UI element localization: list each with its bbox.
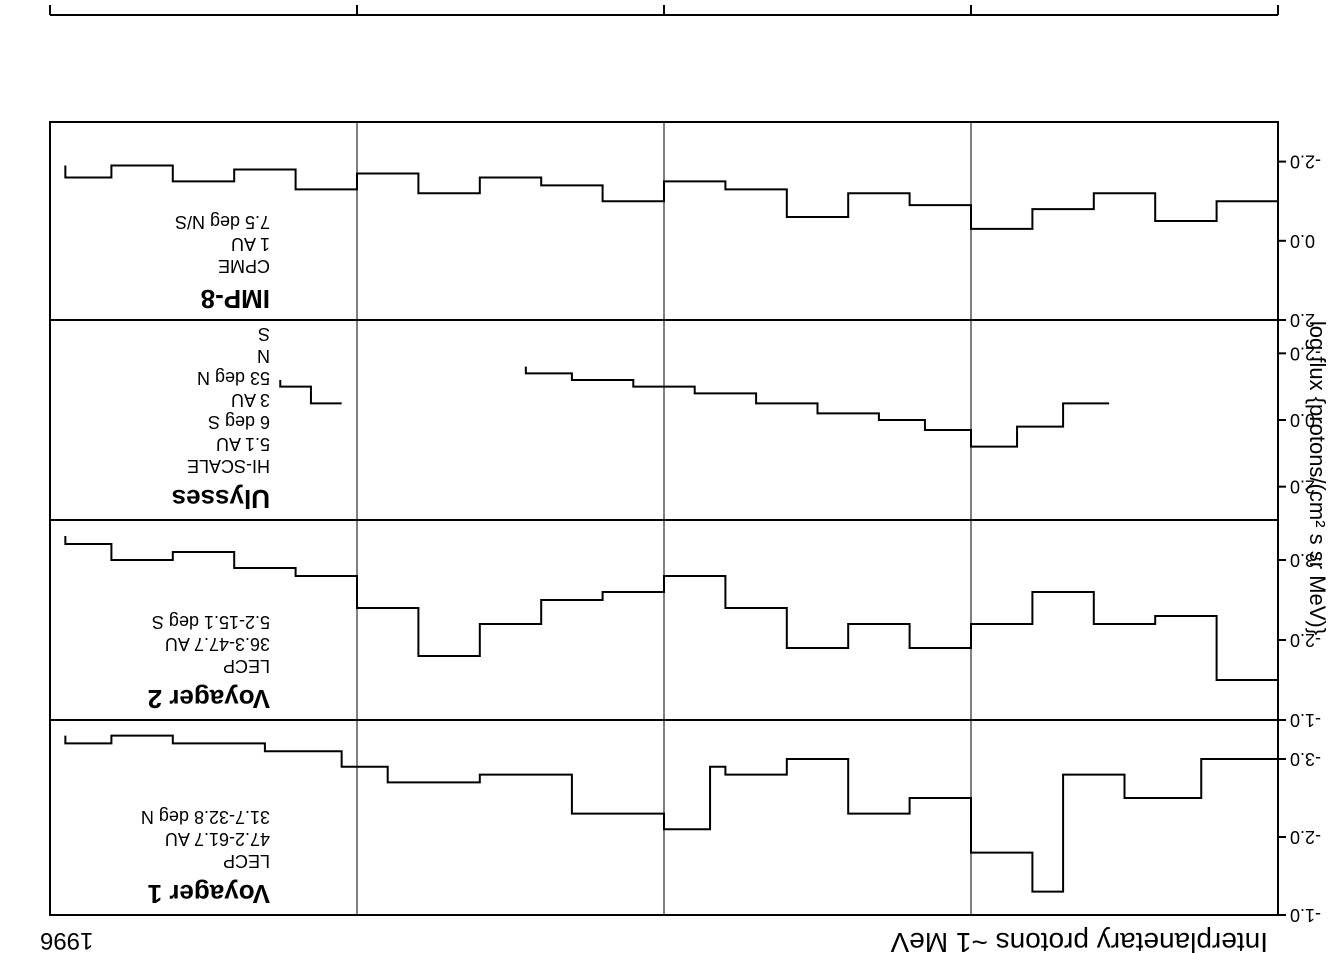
xtick-label: 1992 <box>1251 0 1304 4</box>
ytick-label: -3.0 <box>1290 550 1321 570</box>
panel-label: HI-SCALE <box>187 456 270 476</box>
panel-label: 31.7-32.8 deg N <box>141 807 270 827</box>
panel-label: Voyager 1 <box>148 879 270 909</box>
panel-label: Ulysses <box>172 484 270 514</box>
ytick-label: -2.0 <box>1290 827 1321 847</box>
ytick-label: -3.0 <box>1290 749 1321 769</box>
figure-title: Interplanetary protons ~1 MeV <box>890 927 1268 953</box>
series-line <box>524 366 1110 448</box>
panel-label: 47.2-61.7 AU <box>165 829 270 849</box>
ytick-label: 2.0 <box>1290 310 1315 330</box>
ytick-label: 0.0 <box>1290 410 1315 430</box>
xtick-label: 1995 <box>330 0 383 4</box>
xtick-label: 1996 <box>23 0 76 4</box>
ytick-label: 0.0 <box>1290 231 1315 251</box>
series-line <box>64 164 1278 230</box>
ytick-label: -1.0 <box>1290 905 1321 925</box>
panel-label: 1 AU <box>231 234 270 254</box>
panel-label: CPME <box>218 256 270 276</box>
ytick-label: -2.0 <box>1290 630 1321 650</box>
panel-label: 7.5 deg N/S <box>175 212 270 232</box>
panel-label: LECP <box>223 851 270 871</box>
panel-label: LECP <box>223 656 270 676</box>
top-year-label: 1996 <box>40 927 93 953</box>
panel-label: Voyager 2 <box>148 684 270 714</box>
panel-label: 53 deg N <box>197 368 270 388</box>
panel-label: S <box>258 324 270 344</box>
panel-label: 5.2-15.1 deg S <box>152 612 270 632</box>
xtick-label: 1993 <box>944 0 997 4</box>
panel-label: 6 deg S <box>208 412 270 432</box>
series-line-2 <box>279 380 342 405</box>
ytick-label: -2.0 <box>1290 343 1321 363</box>
panel-label: 5.1 AU <box>216 434 270 454</box>
figure-ylabel: log flux {protons/(cm² s sr MeV)} <box>1305 321 1330 635</box>
ytick-label: -1.0 <box>1290 710 1321 730</box>
ytick-label: 2.0 <box>1290 477 1315 497</box>
panel-label: IMP-8 <box>201 284 270 314</box>
ytick-label: -2.0 <box>1290 152 1321 172</box>
series-line <box>64 734 1278 893</box>
series-line <box>64 536 1278 681</box>
panel-label: N <box>257 346 270 366</box>
panel-label: 3 AU <box>231 390 270 410</box>
panel-label: 36.3-47.7 AU <box>165 634 270 654</box>
x-axis: 1992 1993 1994 1995 1996 1996 <box>23 0 1304 953</box>
xtick-label: 1994 <box>637 0 690 4</box>
